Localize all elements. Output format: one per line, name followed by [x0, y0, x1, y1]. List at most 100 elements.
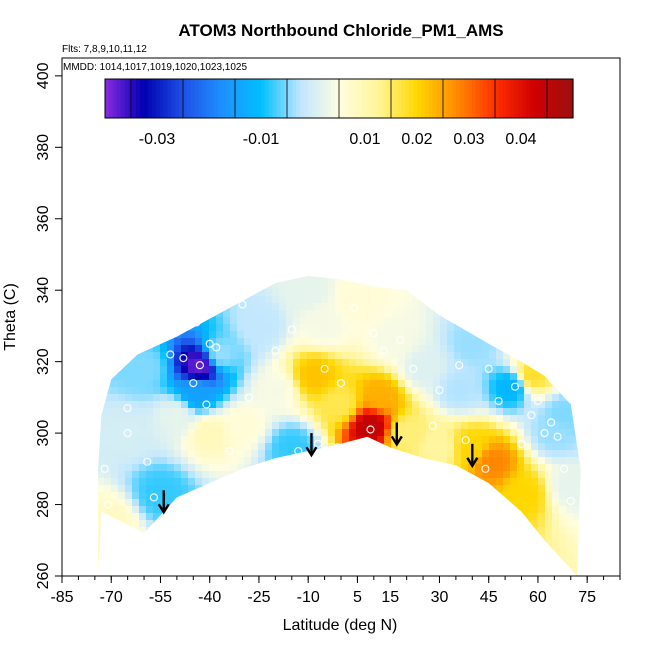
field-cell — [559, 569, 567, 576]
field-cell — [510, 450, 518, 458]
field-cell — [405, 520, 413, 528]
field-cell — [188, 338, 196, 346]
field-cell — [279, 541, 287, 549]
field-cell — [608, 380, 616, 388]
field-cell — [104, 359, 112, 367]
field-cell — [377, 513, 385, 521]
field-cell — [489, 359, 497, 367]
field-cell — [552, 555, 560, 563]
field-cell — [419, 527, 427, 535]
field-cell — [524, 401, 532, 409]
field-cell — [447, 268, 455, 276]
field-cell — [475, 331, 483, 339]
field-cell — [321, 499, 329, 507]
field-cell — [251, 492, 259, 500]
colorbar-swatch — [506, 79, 512, 118]
field-cell — [461, 506, 469, 514]
field-cell — [552, 331, 560, 339]
field-cell — [69, 436, 77, 444]
field-cell — [419, 317, 427, 325]
field-cell — [139, 534, 147, 542]
field-cell — [244, 527, 252, 535]
field-cell — [83, 422, 91, 430]
field-cell — [195, 415, 203, 423]
field-cell — [510, 506, 518, 514]
field-cell — [265, 534, 273, 542]
field-cell — [447, 387, 455, 395]
field-cell — [286, 478, 294, 486]
field-cell — [90, 478, 98, 486]
field-cell — [300, 296, 308, 304]
field-cell — [146, 289, 154, 297]
field-cell — [139, 282, 147, 290]
colorbar-swatch — [452, 79, 457, 118]
field-cell — [482, 401, 490, 409]
field-cell — [76, 478, 84, 486]
observation-point — [527, 411, 536, 420]
field-cell — [349, 303, 357, 311]
field-cell — [349, 331, 357, 339]
field-cell — [265, 289, 273, 297]
field-cell — [419, 394, 427, 402]
field-cell — [314, 380, 322, 388]
field-cell — [223, 275, 231, 283]
field-cell — [384, 436, 392, 444]
field-cell — [349, 338, 357, 346]
field-cell — [258, 261, 266, 269]
field-cell — [265, 401, 273, 409]
field-cell — [76, 394, 84, 402]
field-cell — [195, 436, 203, 444]
field-cell — [370, 317, 378, 325]
field-cell — [370, 380, 378, 388]
field-cell — [209, 478, 217, 486]
field-cell — [524, 261, 532, 269]
field-cell — [601, 492, 609, 500]
field-cell — [419, 366, 427, 374]
field-cell — [181, 289, 189, 297]
field-cell — [447, 534, 455, 542]
field-cell — [118, 296, 126, 304]
field-cell — [132, 520, 140, 528]
colorbar-swatch — [526, 79, 531, 118]
field-cell — [433, 548, 441, 556]
field-cell — [615, 429, 623, 437]
field-cell — [573, 401, 581, 409]
field-cell — [335, 499, 343, 507]
field-cell — [272, 520, 280, 528]
field-cell — [356, 261, 364, 269]
field-cell — [244, 296, 252, 304]
field-cell — [62, 352, 70, 360]
field-cell — [167, 436, 175, 444]
field-cell — [363, 261, 371, 269]
field-cell — [461, 562, 469, 570]
field-cell — [349, 324, 357, 332]
field-cell — [167, 478, 175, 486]
field-cell — [83, 289, 91, 297]
field-cell — [258, 345, 266, 353]
field-cell — [531, 555, 539, 563]
field-cell — [412, 401, 420, 409]
field-cell — [209, 527, 217, 535]
field-cell — [188, 303, 196, 311]
field-cell — [356, 345, 364, 353]
field-cell — [566, 275, 574, 283]
field-cell — [587, 478, 595, 486]
field-cell — [377, 492, 385, 500]
field-cell — [167, 373, 175, 381]
field-cell — [412, 282, 420, 290]
field-cell — [454, 324, 462, 332]
field-cell — [398, 366, 406, 374]
field-cell — [552, 338, 560, 346]
colorbar-swatch — [456, 79, 461, 118]
field-cell — [496, 303, 504, 311]
field-cell — [98, 485, 105, 493]
field-cell — [76, 436, 84, 444]
field-cell — [370, 464, 378, 472]
field-cell — [244, 534, 252, 542]
field-cell — [468, 471, 476, 479]
field-cell — [181, 485, 189, 493]
field-cell — [342, 303, 350, 311]
field-cell — [76, 429, 84, 437]
field-cell — [601, 408, 609, 416]
field-cell — [335, 555, 343, 563]
